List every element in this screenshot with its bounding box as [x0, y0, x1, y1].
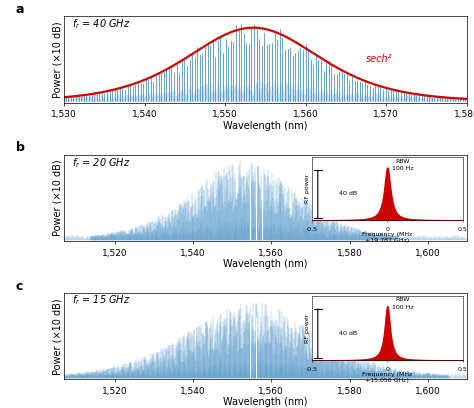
Y-axis label: Power (×10 dB): Power (×10 dB) [53, 298, 63, 375]
X-axis label: Wavelength (nm): Wavelength (nm) [223, 121, 308, 131]
Y-axis label: Power (×10 dB): Power (×10 dB) [53, 21, 63, 98]
Text: a: a [16, 3, 24, 16]
Text: $f_r$ = 20 GHz: $f_r$ = 20 GHz [72, 156, 131, 170]
Text: $f_r$ = 40 GHz: $f_r$ = 40 GHz [72, 18, 131, 31]
X-axis label: Wavelength (nm): Wavelength (nm) [223, 397, 308, 408]
Text: sech²: sech² [366, 54, 392, 64]
Y-axis label: Power (×10 dB): Power (×10 dB) [53, 160, 63, 236]
Text: c: c [16, 279, 23, 293]
Text: $f_r$ = 15 GHz: $f_r$ = 15 GHz [72, 293, 131, 307]
X-axis label: Wavelength (nm): Wavelength (nm) [223, 259, 308, 269]
Text: b: b [16, 141, 25, 154]
